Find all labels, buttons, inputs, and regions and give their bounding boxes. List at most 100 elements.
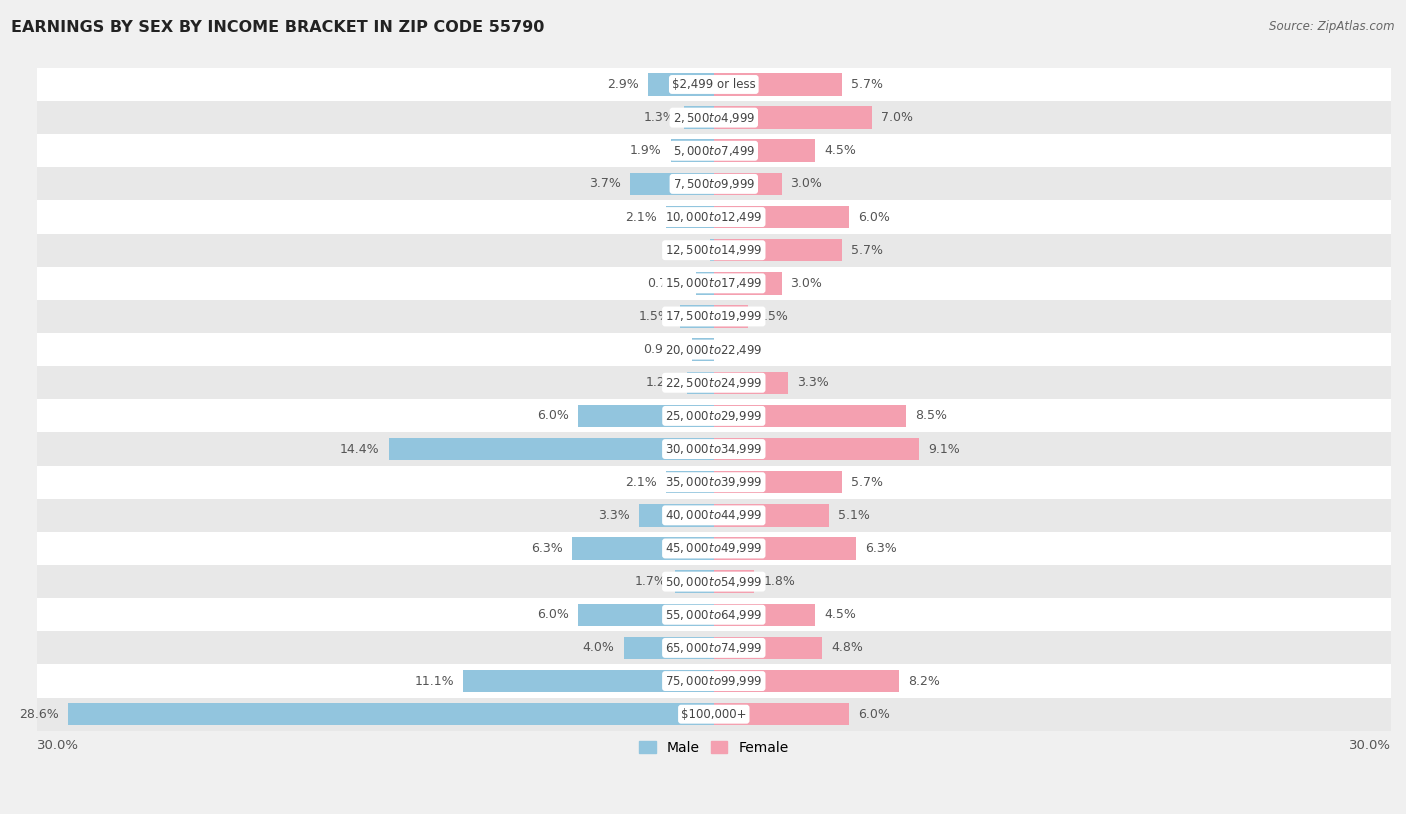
Bar [640,504,714,527]
Text: EARNINGS BY SEX BY INCOME BRACKET IN ZIP CODE 55790: EARNINGS BY SEX BY INCOME BRACKET IN ZIP… [11,20,544,35]
Text: 11.1%: 11.1% [415,675,454,688]
Text: $40,000 to $44,999: $40,000 to $44,999 [665,508,762,523]
Bar [37,101,1391,134]
Text: $12,500 to $14,999: $12,500 to $14,999 [665,243,762,257]
Text: 1.7%: 1.7% [634,575,666,589]
Bar [37,68,1391,101]
Bar [714,206,849,228]
Bar [37,698,1391,731]
Bar [37,532,1391,565]
Text: 6.3%: 6.3% [865,542,897,555]
Bar [675,571,714,593]
Bar [37,333,1391,366]
Bar [692,339,714,361]
Text: 14.4%: 14.4% [340,443,380,456]
Text: 5.7%: 5.7% [852,475,883,488]
Bar [666,471,714,493]
Bar [37,632,1391,664]
Legend: Male, Female: Male, Female [633,735,794,760]
Text: 1.2%: 1.2% [645,376,678,389]
Bar [710,239,714,261]
Bar [37,200,1391,234]
Text: 4.5%: 4.5% [824,608,856,621]
Bar [37,134,1391,168]
Bar [69,703,714,725]
Text: 5.7%: 5.7% [852,78,883,91]
Bar [623,637,714,659]
Bar [37,432,1391,466]
Text: 1.5%: 1.5% [640,310,671,323]
Text: 3.3%: 3.3% [797,376,830,389]
Text: $50,000 to $54,999: $50,000 to $54,999 [665,575,762,589]
Text: $17,500 to $19,999: $17,500 to $19,999 [665,309,762,323]
Text: 8.2%: 8.2% [908,675,939,688]
Text: $20,000 to $22,499: $20,000 to $22,499 [665,343,762,357]
Bar [681,305,714,328]
Text: 6.0%: 6.0% [858,707,890,720]
Bar [696,272,714,295]
Text: 0.0%: 0.0% [723,344,755,357]
Text: 4.0%: 4.0% [582,641,614,654]
Bar [714,272,782,295]
Bar [714,603,815,626]
Bar [666,206,714,228]
Text: 5.1%: 5.1% [838,509,870,522]
Bar [37,466,1391,499]
Text: 2.1%: 2.1% [626,475,658,488]
Text: 1.5%: 1.5% [756,310,789,323]
Bar [37,565,1391,598]
Bar [37,168,1391,200]
Text: 2.9%: 2.9% [607,78,640,91]
Bar [671,139,714,162]
Bar [37,366,1391,400]
Bar [388,438,714,461]
Text: $22,500 to $24,999: $22,500 to $24,999 [665,376,762,390]
Text: Source: ZipAtlas.com: Source: ZipAtlas.com [1270,20,1395,33]
Text: 6.0%: 6.0% [537,608,569,621]
Text: $45,000 to $49,999: $45,000 to $49,999 [665,541,762,555]
Text: 7.0%: 7.0% [880,112,912,124]
Text: 3.0%: 3.0% [790,277,823,290]
Text: 6.3%: 6.3% [531,542,562,555]
Bar [630,173,714,195]
Bar [463,670,714,693]
Text: 0.77%: 0.77% [647,277,688,290]
Text: 3.0%: 3.0% [790,177,823,190]
Bar [686,371,714,394]
Bar [714,239,842,261]
Bar [714,438,920,461]
Bar [572,537,714,560]
Text: 6.0%: 6.0% [537,409,569,422]
Bar [714,405,905,427]
Bar [714,670,898,693]
Text: 6.0%: 6.0% [858,211,890,224]
Bar [37,499,1391,532]
Bar [714,637,823,659]
Text: 1.3%: 1.3% [644,112,675,124]
Bar [37,664,1391,698]
Text: 4.5%: 4.5% [824,144,856,157]
Text: $65,000 to $74,999: $65,000 to $74,999 [665,641,762,655]
Bar [578,603,714,626]
Text: 30.0%: 30.0% [1348,739,1391,752]
Bar [714,537,856,560]
Text: 2.1%: 2.1% [626,211,658,224]
Bar [685,107,714,129]
Text: 0.19%: 0.19% [661,243,700,256]
Text: $30,000 to $34,999: $30,000 to $34,999 [665,442,762,456]
Text: 28.6%: 28.6% [20,707,59,720]
Bar [714,107,872,129]
Text: $35,000 to $39,999: $35,000 to $39,999 [665,475,762,489]
Text: $75,000 to $99,999: $75,000 to $99,999 [665,674,762,688]
Text: 9.1%: 9.1% [928,443,960,456]
Text: $7,500 to $9,999: $7,500 to $9,999 [672,177,755,191]
Bar [714,504,830,527]
Text: $55,000 to $64,999: $55,000 to $64,999 [665,608,762,622]
Bar [37,300,1391,333]
Text: $5,000 to $7,499: $5,000 to $7,499 [672,144,755,158]
Text: 1.8%: 1.8% [763,575,796,589]
Text: $25,000 to $29,999: $25,000 to $29,999 [665,409,762,423]
Text: 3.7%: 3.7% [589,177,621,190]
Bar [714,139,815,162]
Bar [37,234,1391,267]
